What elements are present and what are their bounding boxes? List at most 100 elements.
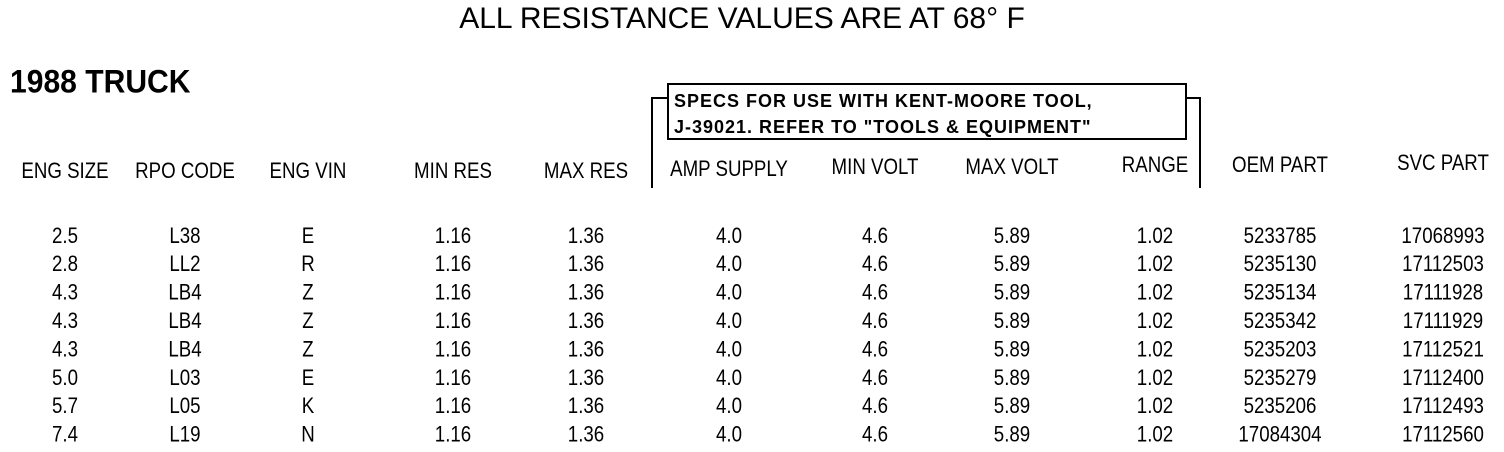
table-cell: 1.16 bbox=[435, 423, 471, 447]
table-cell: 1.36 bbox=[568, 281, 604, 305]
table-cell: LL2 bbox=[169, 253, 200, 277]
table-cell: 4.6 bbox=[862, 395, 888, 419]
table-cell: 1.36 bbox=[568, 253, 604, 277]
table-cell: 1.16 bbox=[435, 253, 471, 277]
table-cell: 4.6 bbox=[862, 423, 888, 447]
table-cell: 4.0 bbox=[716, 423, 742, 447]
table-cell: 1.02 bbox=[1137, 281, 1173, 305]
table-cell: 4.6 bbox=[862, 366, 888, 390]
table-cell: 2.5 bbox=[52, 224, 78, 248]
table-cell: 1.02 bbox=[1137, 310, 1173, 334]
table-cell: 4.0 bbox=[716, 338, 742, 362]
table-cell: 4.6 bbox=[862, 281, 888, 305]
table-cell: 1.36 bbox=[568, 310, 604, 334]
table-cell: Z bbox=[302, 338, 313, 362]
table-cell: 1.16 bbox=[435, 224, 471, 248]
table-cell: L03 bbox=[169, 366, 200, 390]
table-cell: 4.0 bbox=[716, 366, 742, 390]
table-cell: 5235206 bbox=[1244, 395, 1317, 419]
table-cell: 1.36 bbox=[568, 338, 604, 362]
column-header: OEM PART bbox=[1232, 153, 1328, 177]
table-cell: 2.8 bbox=[52, 253, 78, 277]
table-cell: 1.02 bbox=[1137, 366, 1173, 390]
table-cell: 1.36 bbox=[568, 224, 604, 248]
table-cell: 5.89 bbox=[994, 338, 1030, 362]
table-cell: LB4 bbox=[168, 338, 201, 362]
table-cell: 4.6 bbox=[862, 338, 888, 362]
section-title: 1988 TRUCK bbox=[10, 64, 191, 100]
table-cell: 1.16 bbox=[435, 310, 471, 334]
table-cell: 1.16 bbox=[435, 281, 471, 305]
table-cell: N bbox=[301, 423, 315, 447]
table-cell: 5.89 bbox=[994, 423, 1030, 447]
column-header: ENG SIZE bbox=[21, 159, 108, 183]
note-bracket bbox=[651, 97, 1201, 188]
table-cell: LB4 bbox=[168, 310, 201, 334]
table-cell: 1.16 bbox=[435, 366, 471, 390]
table-cell: 1.02 bbox=[1137, 338, 1173, 362]
table-cell: 1.02 bbox=[1137, 395, 1173, 419]
note-box bbox=[667, 83, 1187, 140]
table-cell: 17111928 bbox=[1403, 281, 1483, 305]
table-cell: 5.89 bbox=[994, 395, 1030, 419]
table-cell: 5.89 bbox=[994, 310, 1030, 334]
table-cell: R bbox=[301, 253, 315, 277]
table-cell: 1.16 bbox=[435, 395, 471, 419]
table-cell: 1.02 bbox=[1137, 253, 1173, 277]
table-cell: 5.89 bbox=[994, 224, 1030, 248]
table-cell: 4.6 bbox=[862, 253, 888, 277]
table-cell: 5235130 bbox=[1244, 253, 1317, 277]
table-cell: 17112493 bbox=[1402, 395, 1484, 419]
table-cell: 7.4 bbox=[52, 423, 78, 447]
table-cell: 4.6 bbox=[862, 224, 888, 248]
table-cell: 5.0 bbox=[52, 366, 78, 390]
table-cell: 5.89 bbox=[994, 366, 1030, 390]
table-cell: 4.3 bbox=[52, 338, 78, 362]
note-line: SPECS FOR USE WITH KENT-MOORE TOOL, bbox=[674, 91, 1093, 111]
table-cell: 4.3 bbox=[52, 310, 78, 334]
table-cell: 1.02 bbox=[1137, 224, 1173, 248]
table-cell: K bbox=[302, 395, 315, 419]
table-cell: 4.3 bbox=[52, 281, 78, 305]
column-header: MAX VOLT bbox=[965, 155, 1058, 179]
table-cell: 5235134 bbox=[1244, 281, 1317, 305]
table-cell: 1.02 bbox=[1137, 423, 1173, 447]
table-cell: 17112560 bbox=[1402, 423, 1484, 447]
column-header: SVC PART bbox=[1397, 151, 1489, 175]
table-cell: 1.36 bbox=[568, 366, 604, 390]
table-cell: 17084304 bbox=[1238, 423, 1321, 447]
table-cell: E bbox=[302, 224, 314, 248]
table-cell: 4.0 bbox=[716, 224, 742, 248]
table-cell: 1.16 bbox=[435, 338, 471, 362]
table-cell: 4.0 bbox=[716, 253, 742, 277]
table-cell: 4.6 bbox=[862, 310, 888, 334]
table-cell: 17112521 bbox=[1402, 338, 1484, 362]
table-cell: 5235342 bbox=[1244, 310, 1317, 334]
table-cell: 4.0 bbox=[716, 281, 742, 305]
table-cell: L05 bbox=[169, 395, 200, 419]
table-cell: L19 bbox=[169, 423, 200, 447]
note-line: J-39021. REFER TO "TOOLS & EQUIPMENT" bbox=[674, 117, 1092, 137]
page-title: ALL RESISTANCE VALUES ARE AT 68° F bbox=[459, 2, 1025, 35]
table-cell: 5235203 bbox=[1244, 338, 1317, 362]
table-cell: 4.0 bbox=[716, 395, 742, 419]
column-header: MIN VOLT bbox=[832, 155, 919, 179]
table-cell: 4.0 bbox=[716, 310, 742, 334]
column-header: ENG VIN bbox=[270, 159, 347, 183]
table-cell: L38 bbox=[169, 224, 200, 248]
table-cell: 5.7 bbox=[52, 395, 78, 419]
table-cell: 17112400 bbox=[1402, 366, 1484, 390]
table-cell: 1.36 bbox=[568, 395, 604, 419]
table-cell: 1.36 bbox=[568, 423, 604, 447]
table-cell: 17112503 bbox=[1402, 253, 1484, 277]
table-cell: 5233785 bbox=[1244, 224, 1317, 248]
table-cell: 17068993 bbox=[1401, 224, 1484, 248]
table-cell: Z bbox=[302, 310, 313, 334]
table-cell: 5235279 bbox=[1244, 366, 1317, 390]
column-header: MAX RES bbox=[544, 159, 628, 183]
column-header: RANGE bbox=[1122, 153, 1188, 177]
column-header: RPO CODE bbox=[135, 159, 235, 183]
column-header: MIN RES bbox=[414, 159, 492, 183]
